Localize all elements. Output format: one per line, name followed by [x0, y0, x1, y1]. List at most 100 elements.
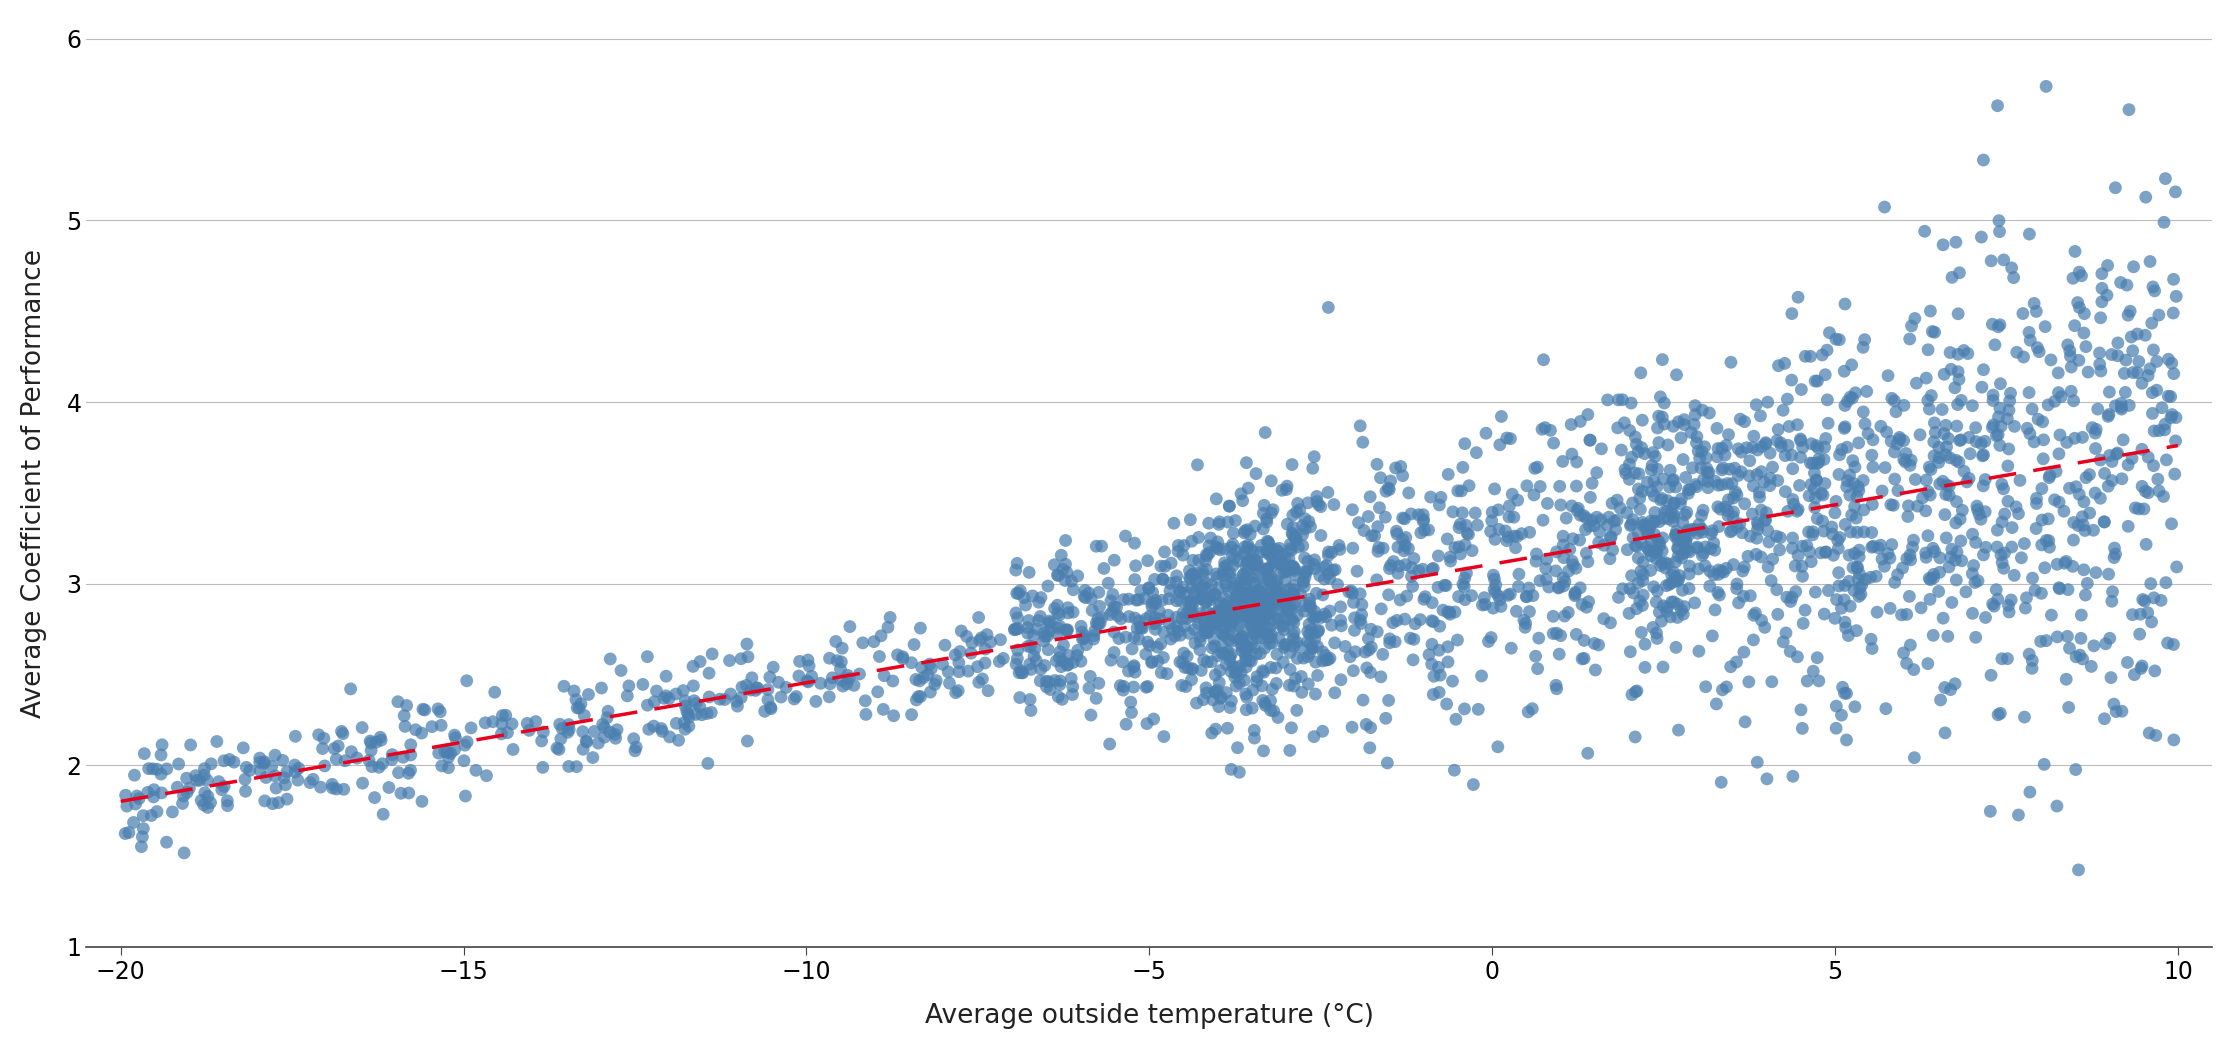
Point: [1105, 681, 1141, 698]
Point: [1614, 448, 1650, 465]
Point: [1208, 609, 1244, 626]
Point: [1179, 457, 1215, 474]
Point: [2074, 419, 2110, 436]
Point: [1137, 615, 1172, 632]
Point: [639, 682, 674, 699]
Point: [1103, 610, 1139, 627]
Point: [1175, 605, 1210, 622]
Point: [1690, 464, 1726, 481]
Point: [324, 723, 360, 740]
Point: [1179, 564, 1215, 581]
Point: [1277, 562, 1313, 579]
Point: [1271, 559, 1306, 575]
Point: [1239, 604, 1275, 621]
Point: [1023, 672, 1058, 689]
Point: [1393, 560, 1429, 576]
Point: [1208, 603, 1244, 620]
Point: [1230, 638, 1266, 655]
Point: [2052, 348, 2088, 364]
Point: [1659, 595, 1695, 612]
Point: [1362, 669, 1398, 686]
Point: [1045, 636, 1081, 653]
Point: [1623, 563, 1659, 580]
Point: [478, 684, 514, 700]
Point: [1932, 430, 1967, 447]
Point: [1617, 464, 1652, 481]
Point: [1230, 521, 1266, 538]
Point: [1876, 393, 1911, 410]
Point: [2057, 317, 2092, 334]
Point: [1333, 583, 1369, 600]
Point: [1746, 618, 1782, 635]
Point: [1275, 677, 1311, 694]
Point: [1045, 561, 1081, 578]
Point: [389, 697, 424, 714]
Point: [1206, 618, 1242, 635]
Point: [1431, 604, 1467, 621]
Point: [1775, 589, 1811, 606]
Point: [1130, 552, 1166, 569]
Point: [1480, 587, 1516, 604]
Point: [1501, 566, 1536, 583]
Point: [1844, 403, 1880, 420]
Point: [1793, 476, 1829, 492]
Point: [1594, 495, 1630, 511]
Point: [1992, 385, 2028, 402]
Point: [761, 674, 797, 691]
Point: [1565, 650, 1601, 667]
Point: [603, 663, 639, 679]
Point: [1994, 591, 2030, 608]
Point: [1371, 634, 1407, 651]
Point: [1925, 236, 1961, 253]
Point: [1927, 425, 1963, 442]
Point: [918, 672, 953, 689]
Point: [1239, 668, 1275, 685]
Point: [1693, 525, 1728, 542]
Point: [1947, 463, 1983, 480]
Point: [2155, 355, 2191, 372]
Point: [1748, 504, 1784, 521]
Point: [203, 781, 239, 798]
Point: [257, 768, 293, 784]
Point: [2039, 629, 2074, 646]
Point: [1956, 574, 1992, 591]
Point: [339, 750, 375, 766]
Point: [1353, 621, 1389, 637]
Point: [1116, 610, 1152, 627]
Point: [1291, 626, 1326, 643]
Point: [1583, 440, 1619, 457]
Point: [257, 747, 293, 763]
Point: [1282, 586, 1317, 603]
Point: [1206, 567, 1242, 584]
Point: [1076, 631, 1112, 648]
Point: [1224, 589, 1259, 606]
Point: [2028, 632, 2063, 649]
Point: [2148, 170, 2184, 187]
Point: [1099, 607, 1134, 624]
Point: [2126, 591, 2162, 608]
Point: [1445, 575, 1480, 592]
Point: [1291, 513, 1326, 530]
Point: [1105, 653, 1141, 670]
Point: [1362, 469, 1398, 486]
Point: [1643, 554, 1679, 571]
Point: [1313, 650, 1349, 667]
Point: [1717, 460, 1753, 477]
Point: [1239, 624, 1275, 640]
Point: [1753, 445, 1789, 462]
Point: [1007, 596, 1043, 613]
Point: [1632, 512, 1668, 529]
Point: [190, 788, 226, 804]
Point: [1291, 553, 1326, 570]
Point: [1722, 594, 1757, 611]
Point: [1188, 546, 1224, 563]
Point: [2126, 501, 2162, 518]
Point: [433, 744, 469, 761]
Point: [1264, 605, 1300, 622]
Point: [1938, 675, 1974, 692]
Point: [2061, 486, 2097, 503]
Point: [2153, 516, 2188, 532]
Point: [1447, 591, 1483, 608]
Point: [1775, 491, 1811, 508]
Point: [1619, 682, 1655, 699]
